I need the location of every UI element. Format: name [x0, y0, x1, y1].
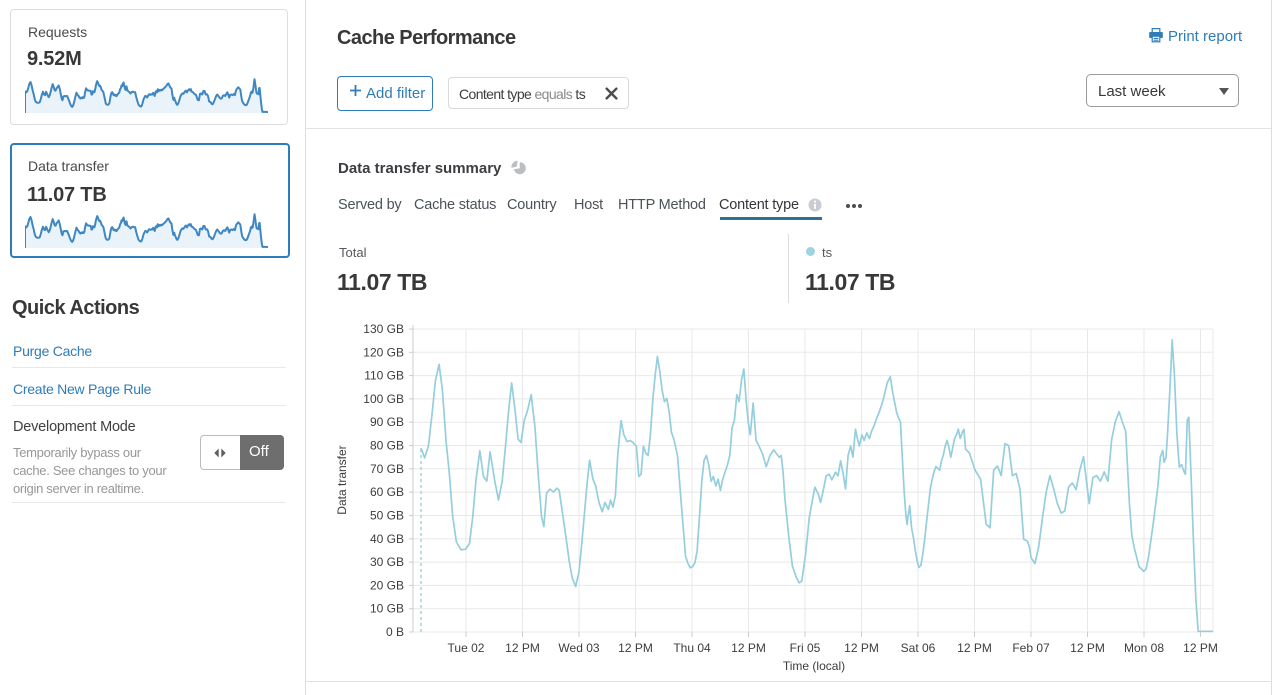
svg-text:Feb 07: Feb 07: [1012, 641, 1050, 655]
svg-text:70 GB: 70 GB: [370, 462, 404, 476]
svg-text:Sat 06: Sat 06: [901, 641, 936, 655]
svg-text:12 PM: 12 PM: [844, 641, 879, 655]
svg-text:50 GB: 50 GB: [370, 509, 404, 523]
svg-text:90 GB: 90 GB: [370, 415, 404, 429]
svg-text:Fri 05: Fri 05: [790, 641, 821, 655]
svg-text:110 GB: 110 GB: [364, 369, 404, 383]
svg-text:Mon 08: Mon 08: [1124, 641, 1164, 655]
svg-text:30 GB: 30 GB: [370, 555, 404, 569]
svg-text:0 B: 0 B: [386, 625, 404, 639]
svg-text:100 GB: 100 GB: [363, 392, 404, 406]
svg-text:12 PM: 12 PM: [618, 641, 653, 655]
svg-text:Wed 03: Wed 03: [558, 641, 599, 655]
svg-text:Data transfer: Data transfer: [335, 445, 349, 514]
svg-text:12 PM: 12 PM: [505, 641, 540, 655]
svg-text:120 GB: 120 GB: [363, 345, 404, 359]
svg-text:12 PM: 12 PM: [1070, 641, 1105, 655]
svg-text:130 GB: 130 GB: [363, 322, 404, 336]
svg-text:12 PM: 12 PM: [957, 641, 992, 655]
svg-text:20 GB: 20 GB: [370, 578, 404, 592]
svg-text:40 GB: 40 GB: [370, 532, 404, 546]
svg-text:12 PM: 12 PM: [1183, 641, 1218, 655]
svg-text:Thu 04: Thu 04: [673, 641, 711, 655]
svg-text:10 GB: 10 GB: [370, 602, 404, 616]
svg-text:60 GB: 60 GB: [370, 485, 404, 499]
svg-text:Tue 02: Tue 02: [448, 641, 485, 655]
svg-text:12 PM: 12 PM: [731, 641, 766, 655]
svg-text:80 GB: 80 GB: [370, 439, 404, 453]
svg-text:Time (local): Time (local): [783, 659, 845, 673]
